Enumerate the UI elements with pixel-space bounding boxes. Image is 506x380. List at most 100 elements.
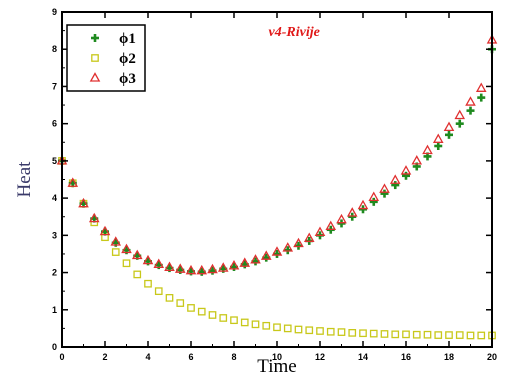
data-point [357,199,369,210]
data-point [133,270,142,279]
data-point [99,225,111,236]
y-tick-label: 9 [52,7,57,17]
x-tick-label: 8 [231,352,236,362]
series-3 [56,34,498,275]
data-point [380,330,389,338]
legend-item: ϕ3 [89,71,136,87]
legend-label: ϕ1 [119,31,136,47]
data-point [260,250,272,260]
data-point [359,205,367,214]
data-point [153,258,165,269]
data-point [465,96,476,106]
data-point [121,243,132,254]
data-point [454,109,466,120]
data-point [348,212,357,221]
data-point [273,323,281,332]
legend-item: ϕ1 [91,31,136,47]
data-point [380,189,389,198]
x-tick-label: 14 [358,352,368,362]
data-point [391,181,400,190]
data-point [348,329,357,337]
data-point [466,331,475,340]
data-point [271,246,283,256]
data-point [445,130,453,139]
data-point [305,326,314,335]
data-point [359,329,367,338]
data-point [78,197,89,208]
data-point [411,155,423,165]
data-point [283,246,292,255]
data-point [432,133,444,143]
data-point [122,259,131,268]
data-point [434,331,443,339]
data-point [154,287,163,296]
legend-marker [91,54,99,62]
y-tick-label: 3 [52,230,57,240]
data-point [369,329,378,338]
data-point [314,226,326,237]
y-tick-label: 8 [52,44,57,54]
data-point [368,191,380,202]
y-axis-title: Heat [14,161,35,198]
data-point [466,106,475,115]
x-tick-label: 4 [145,352,150,362]
data-point [337,328,346,336]
data-point [337,219,346,228]
data-point [400,165,412,175]
legend-box [66,24,146,92]
data-point [67,177,79,187]
data-point [325,220,337,231]
data-point [142,254,154,265]
data-point [240,318,249,327]
legend-item: ϕ2 [91,51,136,67]
data-point [196,264,208,275]
data-point [131,249,143,260]
data-point [455,119,464,128]
data-point [294,325,303,334]
x-tick-label: 0 [59,352,64,362]
x-tick-label: 2 [102,352,107,362]
data-point [239,257,251,267]
data-point [164,261,175,271]
x-tick-label: 6 [188,352,193,362]
y-tick-label: 5 [52,156,57,166]
data-point [412,330,421,339]
data-point [303,232,315,242]
y-tick-label: 0 [52,342,57,352]
data-point [273,249,281,258]
data-point [219,314,228,322]
legend-marker [91,34,99,42]
data-point [217,262,229,272]
data-point [187,304,195,312]
data-point [282,242,294,252]
data-point [283,324,292,333]
x-axis-title: Time [257,356,296,377]
x-tick-label: 10 [272,352,282,362]
data-point [262,321,271,330]
y-tick-label: 7 [52,81,57,91]
legend-label: ϕ3 [119,71,136,87]
data-point [176,299,185,307]
data-point [379,183,390,193]
data-point [165,294,174,302]
x-tick-label: 18 [444,352,454,362]
data-point [110,236,122,246]
data-point [477,331,486,340]
data-point [197,307,206,316]
data-point [326,327,335,336]
legend: ϕ1 ϕ2 ϕ3 [66,24,146,92]
y-tick-label: 2 [52,268,57,278]
data-point [402,330,410,339]
data-point [208,311,217,319]
data-point [144,279,152,288]
y-tick-label: 1 [52,305,57,315]
data-point [477,93,486,102]
data-point [336,213,347,224]
data-point [294,241,303,250]
data-point [391,330,400,339]
data-point [402,171,410,180]
data-point [455,331,464,339]
data-point [369,197,378,206]
data-point [445,331,453,339]
